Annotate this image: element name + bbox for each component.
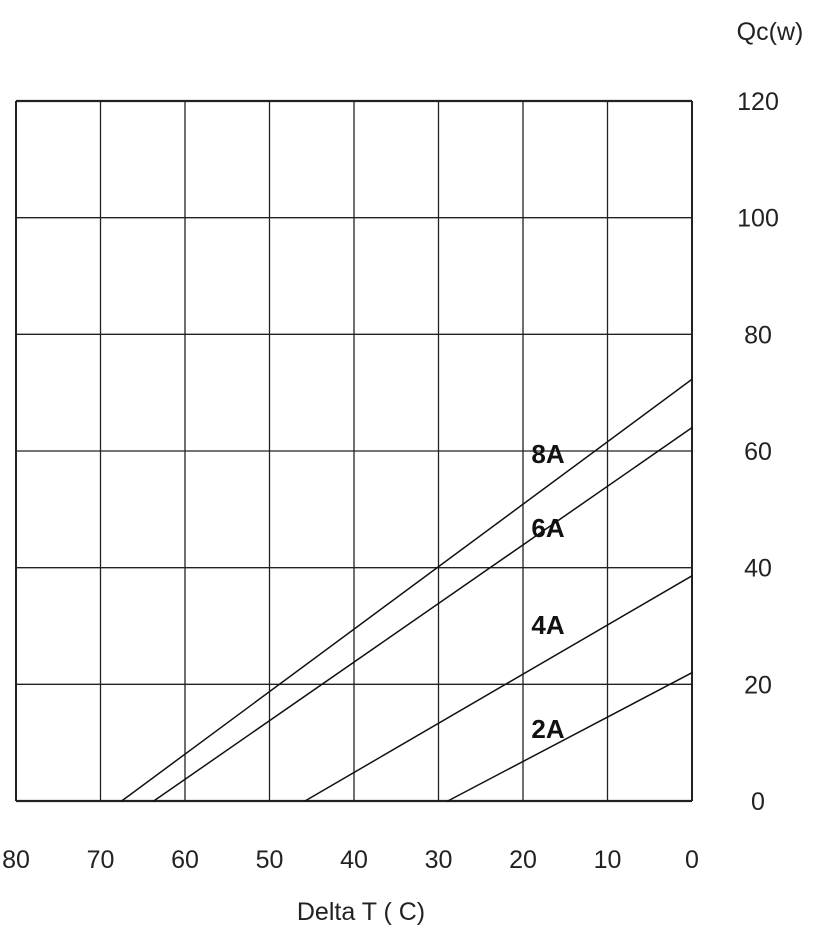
x-tick-label-0: 0 [685,846,699,874]
x-tick-label-80: 80 [2,846,30,874]
x-tick-label-70: 70 [87,846,115,874]
series-lines: 8A 6A 4A 2A [120,378,693,802]
grid [15,99,693,803]
y-tick-label-100: 100 [737,205,779,233]
x-tick-label-10: 10 [594,846,622,874]
series-line-4A [304,575,693,802]
x-tick-label-50: 50 [256,846,284,874]
y-tick-label-120: 120 [737,88,779,116]
series-label-4A: 4A [531,610,564,640]
y-tick-label-80: 80 [744,321,772,349]
x-tick-label-30: 30 [425,846,453,874]
y-tick-label-60: 60 [744,438,772,466]
series-line-8A [120,378,693,802]
x-axis-title: Delta T ( C) [297,898,425,926]
y-tick-label-40: 40 [744,555,772,583]
series-line-6A [152,426,693,802]
x-tick-label-20: 20 [509,846,537,874]
series-label-6A: 6A [531,513,564,543]
y-tick-label-20: 20 [744,671,772,699]
x-tick-label-40: 40 [340,846,368,874]
series-line-2A [447,671,693,802]
y-tick-label-0: 0 [751,788,765,816]
x-tick-label-60: 60 [171,846,199,874]
y-axis-title: Qc(w) [737,18,804,46]
series-label-8A: 8A [531,439,564,469]
series-label-2A: 2A [531,714,564,744]
